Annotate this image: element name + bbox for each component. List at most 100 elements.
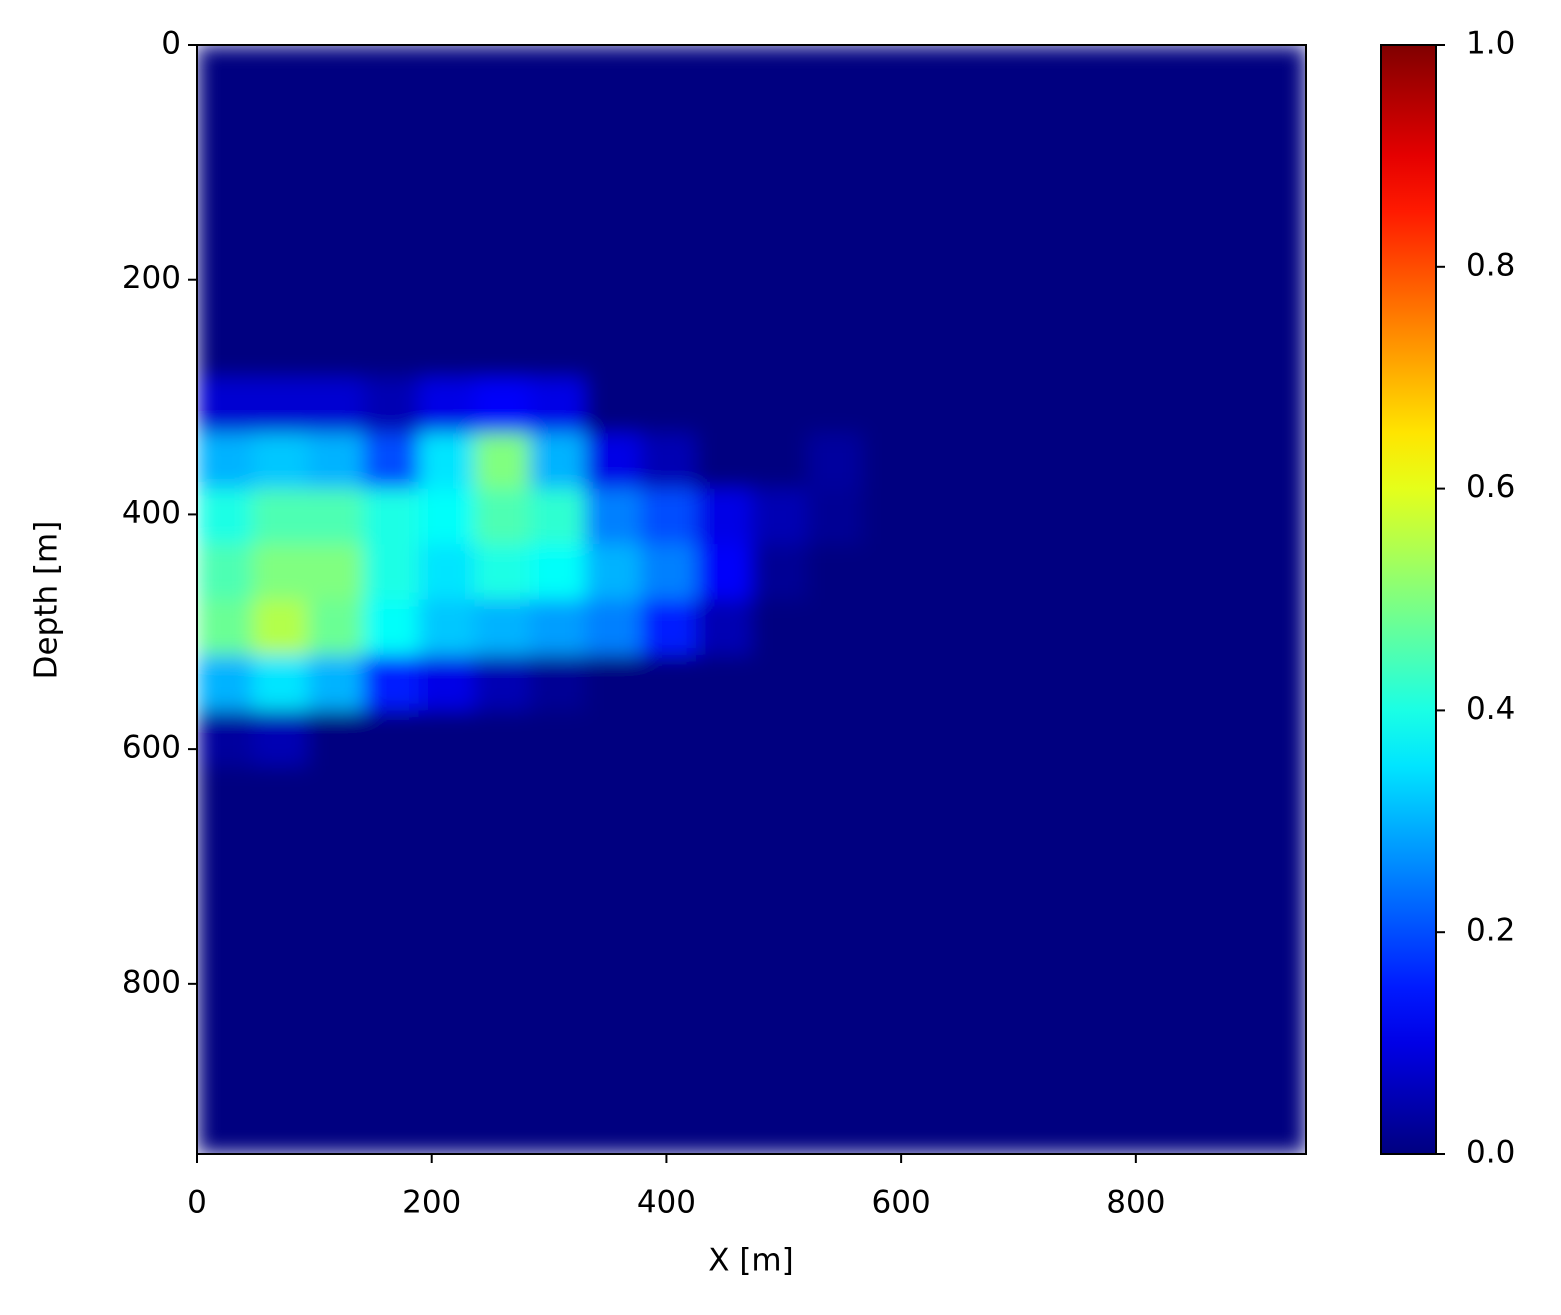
- heatmap-cell: [1195, 932, 1252, 989]
- heatmap-cell: [418, 765, 475, 822]
- heatmap-cell: [363, 433, 420, 490]
- heatmap-cell: [1195, 433, 1252, 490]
- y-tick-label: 600: [122, 730, 181, 766]
- heatmap-cell: [806, 377, 863, 434]
- heatmap-cell: [529, 1098, 586, 1154]
- heatmap-cell: [640, 821, 697, 878]
- heatmap-cell: [640, 1043, 697, 1100]
- heatmap-cell: [1250, 488, 1306, 545]
- heatmap-cell: [1028, 211, 1085, 268]
- heatmap-cell: [1139, 821, 1196, 878]
- heatmap-cell: [418, 710, 475, 767]
- heatmap-cell: [474, 654, 531, 711]
- heatmap-cell: [751, 211, 808, 268]
- heatmap-cell: [418, 211, 475, 268]
- heatmap-cell: [197, 1043, 253, 1100]
- heatmap-cell: [474, 211, 531, 268]
- heatmap-cell: [696, 821, 752, 878]
- heatmap-cell: [973, 266, 1030, 323]
- heatmap-cell: [1139, 544, 1196, 600]
- heatmap-cell: [806, 1043, 863, 1100]
- heatmap-cell: [529, 876, 586, 933]
- heatmap-cell: [529, 654, 586, 711]
- heatmap-cell: [973, 654, 1030, 711]
- heatmap-cell: [252, 1098, 309, 1154]
- heatmap-cell: [696, 488, 752, 545]
- heatmap-cell: [1084, 654, 1141, 711]
- heatmap-cell: [696, 266, 752, 323]
- heatmap-cell: [307, 488, 364, 545]
- heatmap-cell: [1028, 1098, 1085, 1154]
- heatmap-cell: [1139, 155, 1196, 212]
- heatmap-cell: [1084, 377, 1141, 434]
- heatmap-cell: [307, 599, 364, 656]
- heatmap-cell: [363, 45, 420, 101]
- heatmap-cell: [363, 1098, 420, 1154]
- heatmap-cell: [917, 876, 974, 933]
- heatmap-cell: [529, 211, 586, 268]
- y-tick-label: 800: [122, 964, 181, 1000]
- heatmap-cell: [1250, 654, 1306, 711]
- heatmap-cell: [1250, 377, 1306, 434]
- heatmap-cell: [1139, 100, 1196, 157]
- heatmap-cell: [806, 932, 863, 989]
- heatmap-cell: [862, 710, 919, 767]
- heatmap-cell: [197, 932, 253, 989]
- heatmap-cell: [696, 377, 752, 434]
- heatmap-cell: [1084, 1098, 1141, 1154]
- heatmap-cell: [363, 932, 420, 989]
- y-tick-label: 0: [161, 26, 181, 62]
- heatmap-cell: [1195, 45, 1252, 101]
- heatmap-cell: [640, 654, 697, 711]
- heatmap-cell: [585, 932, 642, 989]
- heatmap-cell: [1250, 544, 1306, 600]
- heatmap-cell: [585, 377, 642, 434]
- heatmap-cell: [917, 155, 974, 212]
- heatmap-cell: [418, 599, 475, 656]
- heatmap-cell: [363, 765, 420, 822]
- heatmap-cell: [973, 987, 1030, 1044]
- heatmap-cell: [197, 544, 253, 600]
- heatmap-cell: [862, 45, 919, 101]
- heatmap-cell: [806, 710, 863, 767]
- heatmap-cell: [696, 599, 752, 656]
- heatmap-cell: [1139, 765, 1196, 822]
- heatmap-cell: [917, 211, 974, 268]
- heatmap-cell: [529, 322, 586, 379]
- heatmap-cell: [1084, 876, 1141, 933]
- heatmap-cell: [307, 1043, 364, 1100]
- heatmap-cell: [529, 821, 586, 878]
- heatmap-cell: [1084, 1043, 1141, 1100]
- heatmap-cell: [363, 987, 420, 1044]
- heatmap-cell: [307, 932, 364, 989]
- heatmap-cell: [1084, 765, 1141, 822]
- heatmap-cell: [1139, 488, 1196, 545]
- heatmap-cell: [363, 544, 420, 600]
- heatmap-cell: [973, 211, 1030, 268]
- x-tick-label: 0: [187, 1185, 207, 1221]
- heatmap-cell: [363, 322, 420, 379]
- heatmap-cell: [917, 654, 974, 711]
- heatmap-cell: [197, 1098, 253, 1154]
- heatmap-cell: [862, 654, 919, 711]
- heatmap-cell: [1139, 654, 1196, 711]
- heatmap-cell: [862, 932, 919, 989]
- heatmap-cell: [197, 710, 253, 767]
- heatmap-cell: [363, 266, 420, 323]
- heatmap-cell: [1028, 932, 1085, 989]
- heatmap-cell: [917, 544, 974, 600]
- heatmap-cell: [529, 544, 586, 600]
- heatmap-cell: [474, 377, 531, 434]
- heatmap-cell: [1084, 433, 1141, 490]
- heatmap-cell: [696, 155, 752, 212]
- heatmap-cell: [806, 100, 863, 157]
- heatmap-cell: [252, 987, 309, 1044]
- heatmap-cell: [1195, 155, 1252, 212]
- heatmap-cell: [640, 876, 697, 933]
- heatmap-cell: [862, 599, 919, 656]
- heatmap-cell: [1195, 987, 1252, 1044]
- heatmap-cell: [751, 377, 808, 434]
- heatmap-cell: [418, 45, 475, 101]
- heatmap-cell: [806, 654, 863, 711]
